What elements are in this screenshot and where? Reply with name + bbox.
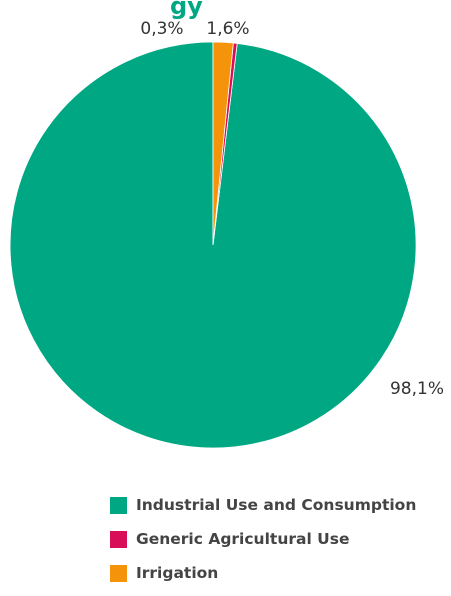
legend-swatch-agricultural bbox=[110, 530, 127, 548]
pie-value-label-1: 0,3% bbox=[140, 19, 183, 39]
legend-item-irrigation: Irrigation bbox=[110, 562, 416, 584]
legend-label-irrigation: Irrigation bbox=[136, 564, 219, 582]
pie-value-label-0: 98,1% bbox=[390, 379, 444, 399]
pie-chart: 98,1% 0,3% 1,6% bbox=[9, 19, 444, 449]
legend-swatch-industrial bbox=[110, 496, 127, 514]
legend-item-agricultural: Generic Agricultural Use bbox=[110, 528, 416, 550]
title-fragment-text: gy bbox=[170, 0, 203, 20]
pie-slice-2 bbox=[212, 41, 234, 246]
legend: Industrial Use and Consumption Generic A… bbox=[110, 494, 416, 596]
legend-label-agricultural: Generic Agricultural Use bbox=[136, 530, 350, 548]
pie-value-label-2: 1,6% bbox=[206, 19, 249, 39]
pie-value-labels: 98,1% 0,3% 1,6% bbox=[140, 19, 444, 399]
legend-item-industrial: Industrial Use and Consumption bbox=[110, 494, 416, 516]
pie-slices bbox=[9, 41, 417, 449]
legend-swatch-irrigation bbox=[110, 564, 127, 582]
legend-label-industrial: Industrial Use and Consumption bbox=[136, 496, 417, 514]
title-fragment: gy bbox=[170, 0, 203, 20]
